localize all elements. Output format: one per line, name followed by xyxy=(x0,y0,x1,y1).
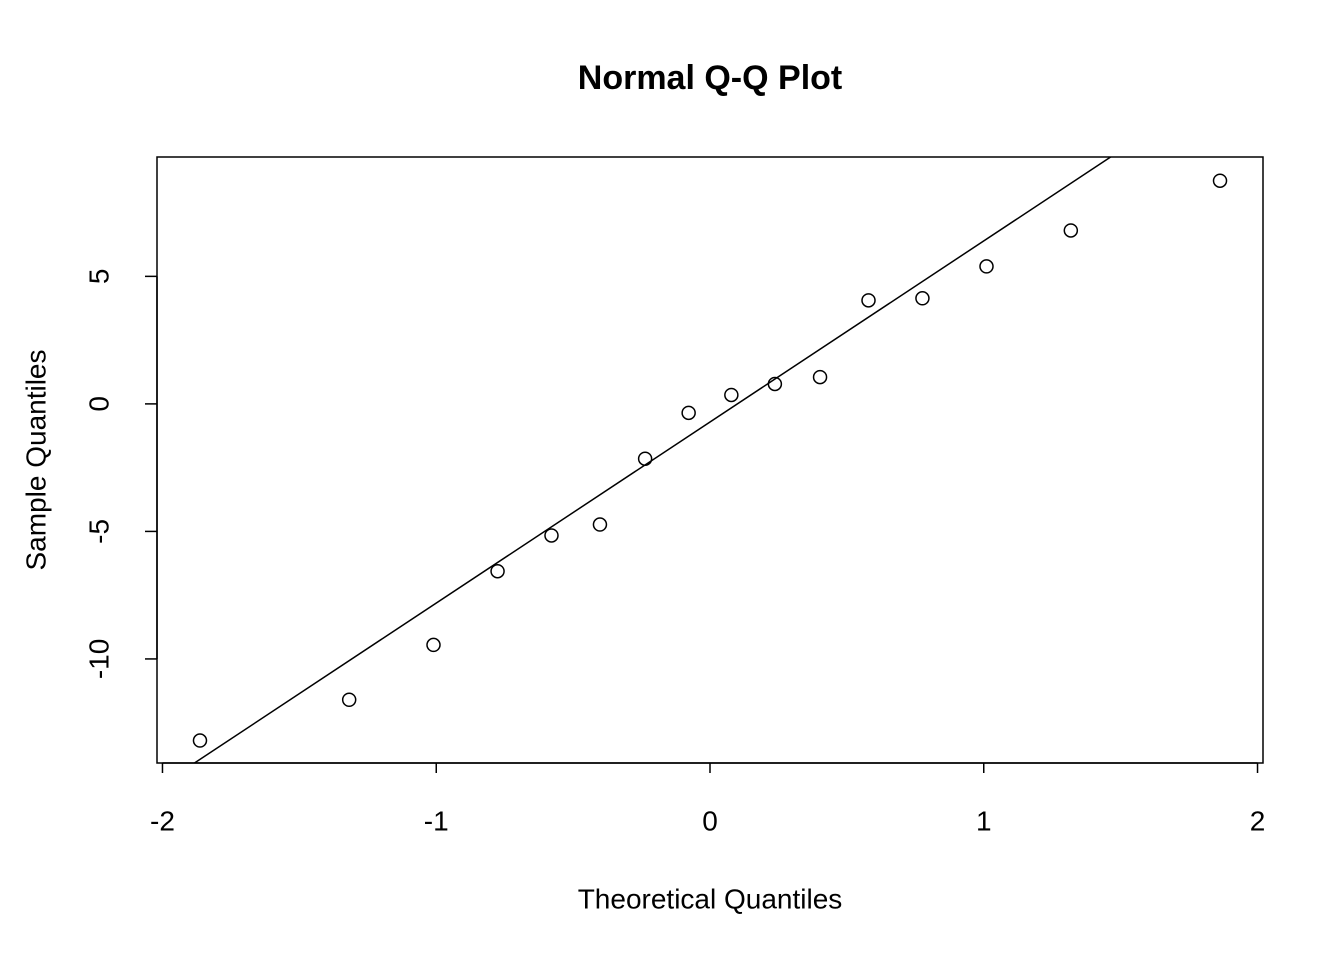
y-tick-label: -10 xyxy=(83,639,114,679)
y-axis-label: Sample Quantiles xyxy=(20,349,51,570)
x-tick-label: 0 xyxy=(702,805,718,836)
point xyxy=(341,692,357,707)
plot-box xyxy=(156,156,1264,764)
point xyxy=(490,563,505,579)
point xyxy=(915,291,930,306)
point xyxy=(637,451,653,466)
y-tick-label: -5 xyxy=(83,519,114,544)
x-tick-label: -1 xyxy=(424,805,449,836)
point xyxy=(1212,173,1228,188)
y-tick-label: 0 xyxy=(83,396,114,412)
point xyxy=(681,405,696,421)
point xyxy=(192,733,208,748)
y-tick-label: 5 xyxy=(83,269,114,285)
point xyxy=(724,387,739,403)
point xyxy=(426,637,441,653)
x-tick-label: -2 xyxy=(150,805,175,836)
x-axis-label: Theoretical Quantiles xyxy=(578,883,843,914)
chart-title: Normal Q-Q Plot xyxy=(578,59,842,97)
point xyxy=(1063,223,1079,238)
point xyxy=(861,293,876,308)
point xyxy=(979,259,994,274)
point xyxy=(812,369,828,385)
x-tick-label: 1 xyxy=(976,805,992,836)
point xyxy=(767,376,783,392)
point xyxy=(544,528,559,543)
x-tick-label: 2 xyxy=(1250,805,1266,836)
point xyxy=(592,517,608,532)
reference-line xyxy=(193,157,1112,763)
